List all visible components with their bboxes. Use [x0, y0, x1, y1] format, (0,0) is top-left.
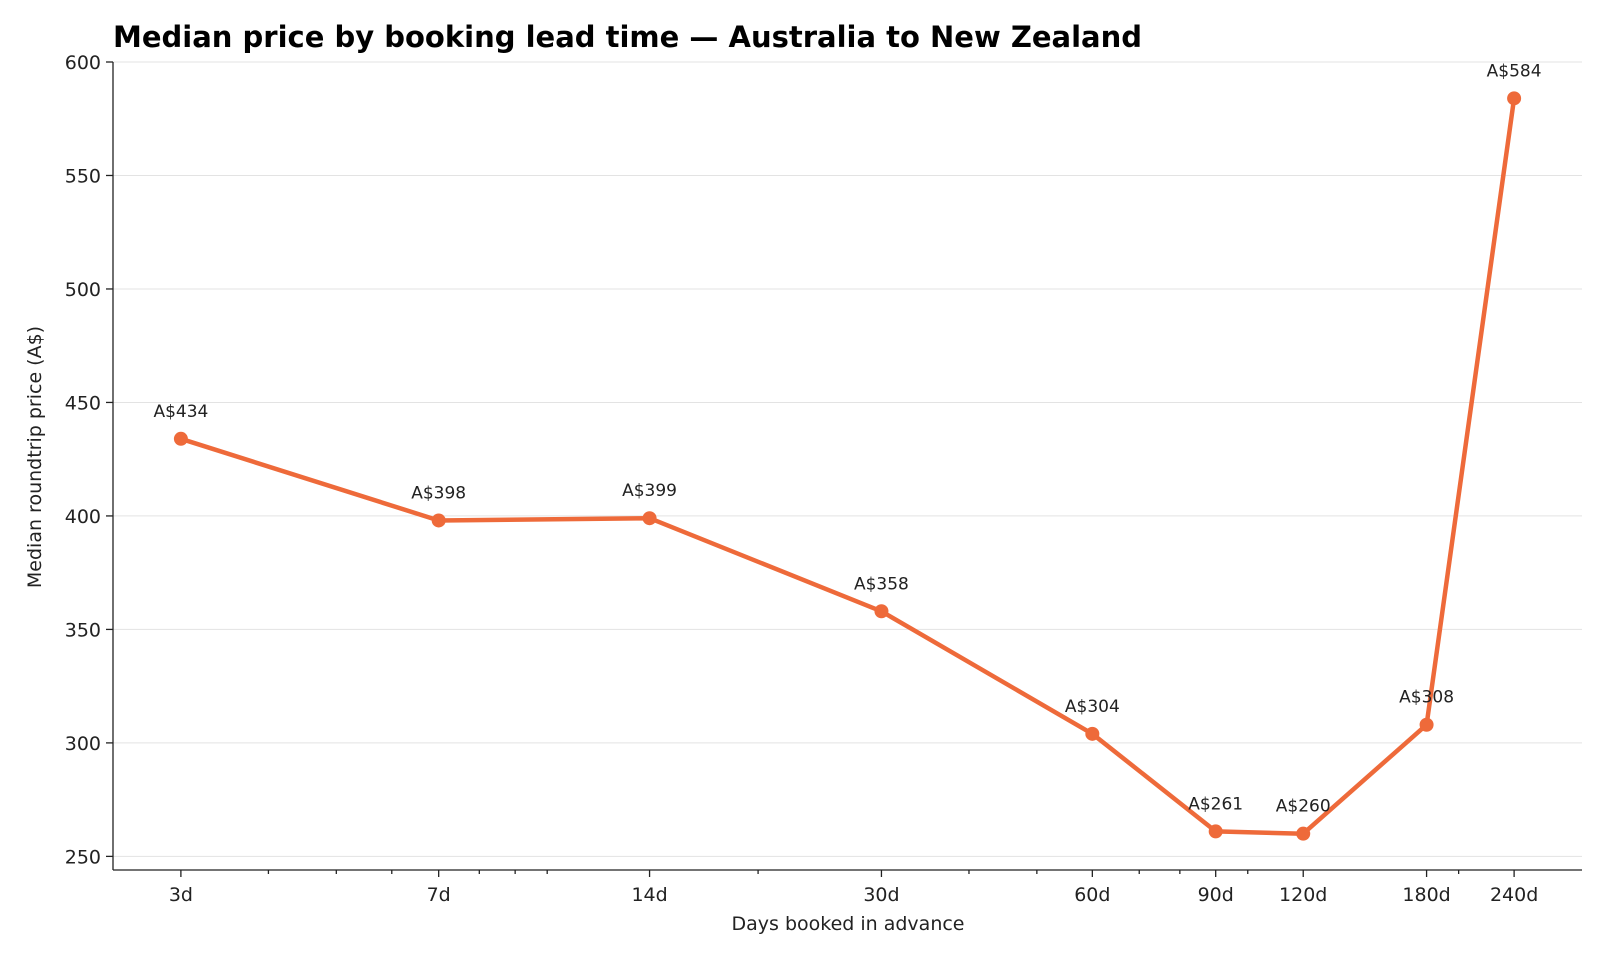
y-tick-label: 400: [65, 506, 101, 528]
data-label: A$434: [153, 402, 208, 422]
x-tick-label: 60d: [1074, 884, 1110, 906]
data-label: A$399: [622, 481, 677, 501]
x-axis-label: Days booked in advance: [731, 913, 964, 935]
data-label: A$358: [854, 574, 909, 594]
y-tick-label: 500: [65, 279, 101, 301]
y-tick-label: 350: [65, 619, 101, 641]
data-point: [1296, 826, 1311, 841]
x-tick-label: 90d: [1198, 884, 1234, 906]
data-point: [1208, 824, 1223, 839]
x-tick-label: 14d: [631, 884, 667, 906]
series: [173, 91, 1522, 841]
x-tick-label: 240d: [1490, 884, 1538, 906]
chart-title: Median price by booking lead time — Aust…: [113, 20, 1142, 54]
ticks: 250 300 350 400 450 500 550 600 3d 7d 14d 30d 60d 90d…: [65, 52, 1539, 906]
data-point: [173, 431, 188, 446]
data-label: A$261: [1188, 794, 1243, 814]
data-point: [431, 513, 446, 528]
y-axis-label: Median roundtrip price (A$): [24, 326, 46, 588]
data-label: A$304: [1065, 697, 1120, 717]
series-line: [178, 96, 1517, 836]
x-tick-label: 120d: [1279, 884, 1327, 906]
y-tick-label: 300: [65, 733, 101, 755]
data-label: A$308: [1399, 688, 1454, 708]
y-tick-label: 550: [65, 165, 101, 187]
data-point: [642, 511, 657, 526]
grid: [113, 61, 1582, 857]
x-tick-label: 180d: [1402, 884, 1450, 906]
data-point: [1507, 91, 1522, 106]
x-tick-label: 7d: [427, 884, 451, 906]
x-tick-label: 3d: [169, 884, 193, 906]
data-labels: A$434 A$398 A$399 A$358 A$304 A$261 A$260 A$308…: [153, 61, 1541, 816]
y-tick-label: 250: [65, 846, 101, 868]
data-label: A$584: [1487, 61, 1542, 81]
data-label: A$398: [411, 483, 466, 503]
y-tick-label: 600: [65, 52, 101, 74]
x-tick-label: 30d: [863, 884, 899, 906]
y-tick-label: 450: [65, 392, 101, 414]
axes: [112, 62, 1582, 871]
data-point: [1419, 717, 1434, 732]
data-point: [874, 604, 889, 619]
data-label: A$260: [1276, 797, 1331, 817]
data-point: [1085, 726, 1100, 741]
